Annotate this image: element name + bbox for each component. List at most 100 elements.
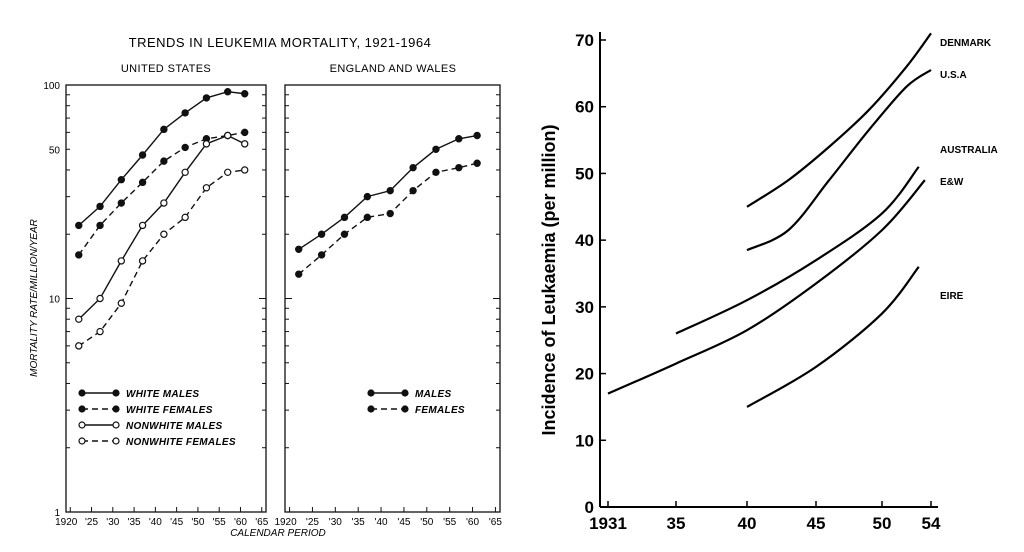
data-point-white-males [181, 109, 189, 117]
x-tick-label-us: '25 [85, 517, 98, 528]
x-tick-label-us: 1920 [55, 517, 78, 528]
right-series-label-e-w: E&W [940, 177, 964, 188]
right-x-tick-label: 40 [738, 514, 757, 533]
left-chart-title: TRENDS IN LEUKEMIA MORTALITY, 1921-1964 [129, 35, 432, 50]
x-tick-label-us: '30 [106, 517, 119, 528]
data-point-females [363, 213, 372, 222]
x-tick-label-ew: '65 [489, 517, 502, 528]
x-tick-label-ew: '25 [306, 517, 319, 528]
legend-label-nonwhite-males: NONWHITE MALES [126, 421, 222, 432]
data-point-nonwhite-females [202, 184, 211, 192]
legend-label-males: MALES [415, 389, 452, 400]
data-point-white-males [117, 176, 126, 184]
data-point-white-males [202, 94, 211, 102]
legend-marker-females [401, 405, 409, 413]
legend-marker-nonwhite-males [78, 421, 86, 429]
data-point-nonwhite-females [96, 327, 104, 336]
data-point-white-females [117, 199, 126, 207]
left-y-axis-label: MORTALITY RATE/MILLION/YEAR [29, 219, 40, 377]
series-line-females [298, 162, 478, 275]
x-tick-label-us: '50 [191, 517, 204, 528]
data-point-white-females [75, 251, 83, 259]
panel-us-title: UNITED STATES [121, 63, 211, 75]
right-x-tick-label: 1931 [589, 514, 627, 533]
legend-marker-nonwhite-males [112, 421, 120, 429]
right-y-tick-label: 30 [575, 298, 594, 317]
right-series-label-australia: AUSTRALIA [940, 145, 998, 156]
right-series-label-denmark: DENMARK [940, 38, 992, 49]
right-y-tick-label: 40 [575, 231, 594, 250]
data-point-females [317, 251, 326, 259]
x-tick-label-ew: '55 [443, 517, 456, 528]
right-series-line-u-s-a [746, 69, 932, 252]
data-point-nonwhite-males [181, 168, 189, 177]
data-point-females [295, 270, 303, 278]
data-point-nonwhite-females [138, 257, 147, 265]
data-point-males [473, 131, 481, 140]
data-point-white-males [241, 90, 249, 98]
right-y-tick-label: 0 [585, 498, 594, 517]
data-point-nonwhite-males [117, 257, 126, 265]
right-series-line-eire [746, 266, 920, 408]
legend-label-white-females: WHITE FEMALES [126, 405, 213, 416]
left-y-tick-label: 1 [54, 508, 60, 519]
data-point-nonwhite-females [117, 299, 126, 307]
data-point-males [363, 192, 372, 201]
legend-label-white-males: WHITE MALES [126, 389, 199, 400]
data-point-males [340, 213, 349, 222]
data-point-white-females [241, 128, 249, 137]
data-point-females [409, 186, 417, 195]
x-tick-label-us: '35 [128, 517, 141, 528]
legend-marker-females [367, 405, 375, 413]
legend-marker-white-males [112, 389, 120, 397]
x-tick-label-us: '60 [234, 517, 247, 528]
right-x-tick-label: 54 [922, 514, 941, 533]
x-tick-label-ew: '30 [329, 517, 342, 528]
panel-frame-ew [284, 84, 501, 513]
data-point-white-females [181, 143, 189, 152]
right-x-tick-label: 45 [807, 514, 826, 533]
data-point-nonwhite-males [75, 315, 83, 323]
right-y-tick-label: 70 [575, 31, 594, 50]
left-chart-svg: TRENDS IN LEUKEMIA MORTALITY, 1921-1964 … [29, 35, 502, 539]
x-tick-label-us: '40 [149, 517, 162, 528]
left-y-tick-label: 50 [49, 145, 61, 156]
data-point-nonwhite-males [138, 221, 147, 230]
data-point-males [295, 245, 303, 253]
right-figure: Incidence of Leukaemia (per million) 0 10… [518, 0, 1024, 547]
right-y-tick-label: 60 [575, 98, 594, 117]
right-series-label-eire: EIRE [940, 291, 964, 302]
data-point-white-females [96, 221, 104, 230]
data-point-white-males [224, 88, 232, 96]
x-tick-label-ew: '45 [397, 517, 410, 528]
data-point-females [473, 159, 481, 167]
data-point-nonwhite-females [241, 166, 249, 174]
x-tick-label-ew: '40 [375, 517, 388, 528]
left-figure: TRENDS IN LEUKEMIA MORTALITY, 1921-1964 … [29, 35, 503, 539]
panel-ew-title: ENGLAND AND WALES [330, 63, 457, 75]
right-x-tick-label: 50 [873, 514, 892, 533]
right-series-label-u-s-a: U.S.A [940, 70, 967, 81]
x-tick-label-ew: 1920 [274, 517, 297, 528]
x-tick-label-ew: '35 [352, 517, 365, 528]
data-point-nonwhite-males [241, 140, 249, 148]
right-y-tick-label: 10 [575, 431, 594, 450]
data-point-nonwhite-females [224, 168, 232, 177]
legend-marker-nonwhite-females [112, 437, 120, 445]
legend-marker-nonwhite-females [78, 437, 86, 445]
data-point-females [386, 209, 394, 218]
data-point-nonwhite-females [75, 342, 83, 350]
data-point-males [317, 230, 326, 238]
data-point-females [432, 168, 440, 177]
data-point-nonwhite-males [202, 140, 211, 148]
right-plot-area: 0 10 20 30 40 50 60 70 1931 35 40 45 50 54 DENMARK U.S.… [575, 31, 998, 533]
x-tick-label-us: '55 [213, 517, 226, 528]
right-x-tick-label: 35 [667, 514, 686, 533]
series-line-nonwhite-females [78, 169, 245, 347]
right-series-line-denmark [746, 32, 932, 208]
right-chart-svg: Incidence of Leukaemia (per million) 0 10… [539, 31, 998, 533]
data-point-females [455, 163, 463, 172]
data-point-white-females [160, 157, 168, 165]
x-tick-label-ew: '50 [420, 517, 433, 528]
right-series-line-australia [675, 166, 920, 335]
